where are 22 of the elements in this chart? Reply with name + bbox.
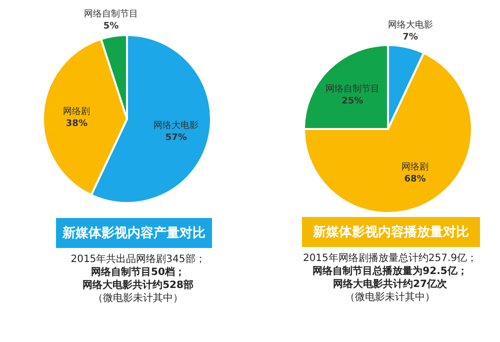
- text: 新媒体影视内容产量对比: [56, 218, 212, 248]
- text: （微电影未计其中）: [344, 291, 436, 304]
- text: 网络大电影共计约528部: [82, 279, 194, 292]
- text: 2015年网络剧播放量总计约257.9亿；: [302, 252, 478, 265]
- slice-label: 网络自制节目: [325, 83, 380, 94]
- data-label: 7%: [402, 32, 418, 42]
- data-label: 57%: [165, 132, 187, 143]
- slice-label: 网络大电影: [154, 120, 199, 131]
- slice-label: 网络剧: [402, 162, 429, 173]
- data-label: 25%: [342, 96, 364, 106]
- slice-label: 网络大电影: [388, 19, 433, 30]
- text: 网络大电影共计约27亿次: [332, 278, 448, 291]
- text: 新媒体影视内容播放量对比: [302, 217, 480, 247]
- slice-label: 网络自制节目: [84, 8, 138, 20]
- data-label: 5%: [103, 21, 119, 32]
- slice-label: 网络剧: [63, 106, 90, 117]
- text: （微电影未计其中）: [92, 292, 184, 305]
- data-label: 68%: [404, 174, 426, 185]
- data-label: 38%: [66, 118, 88, 129]
- text: 网络自制节目总播放量为92.5亿；: [312, 265, 468, 278]
- text: 网络自制节目50档；: [90, 266, 186, 279]
- text: 2015年共出品网络剧345部；: [70, 253, 206, 266]
